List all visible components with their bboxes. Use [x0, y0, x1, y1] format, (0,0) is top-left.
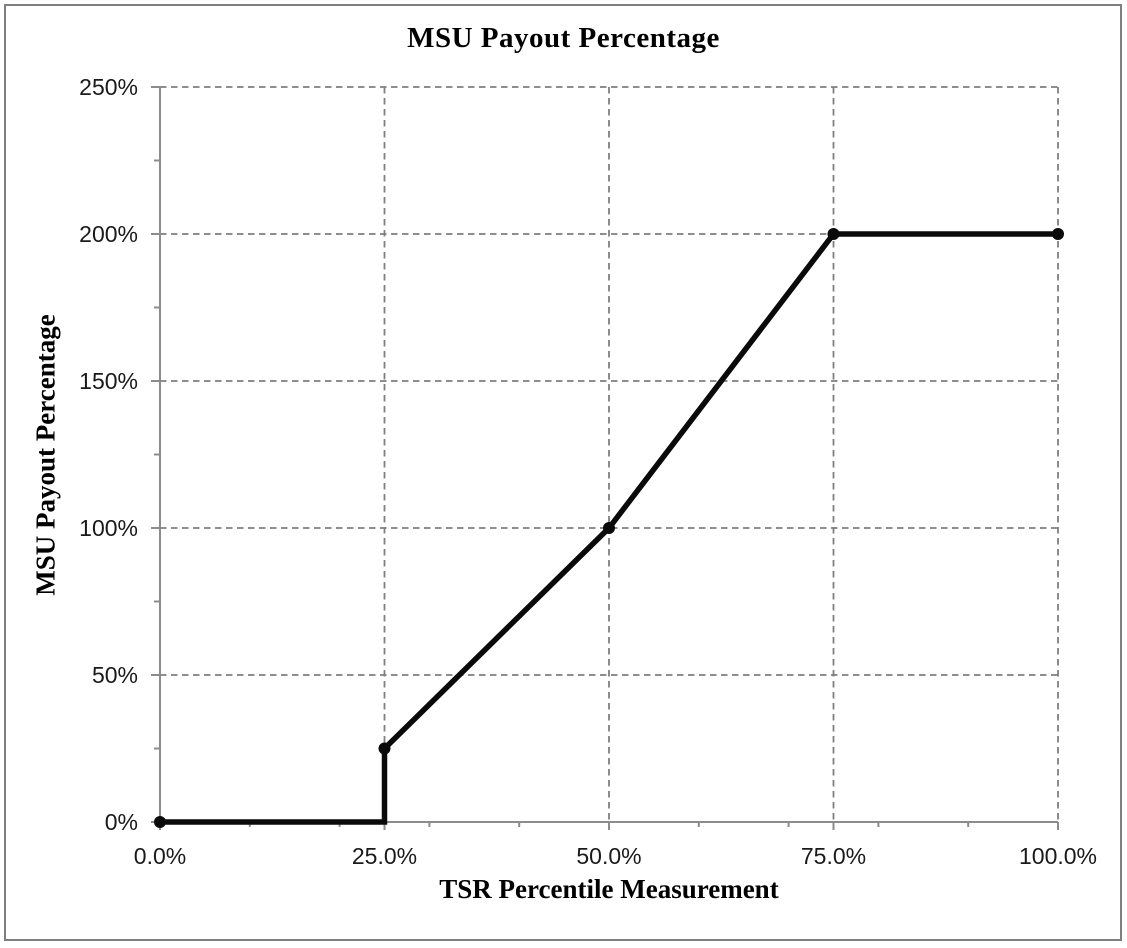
data-point-marker: [1052, 228, 1064, 240]
chart-title: MSU Payout Percentage: [407, 22, 720, 54]
gridlines: [160, 86, 1059, 822]
data-point-marker: [827, 228, 840, 240]
y-tick-label: 0%: [105, 809, 138, 835]
data-point-marker: [378, 742, 391, 755]
y-tick-label: 200%: [79, 221, 138, 247]
x-tick-label: 100.0%: [1019, 843, 1097, 869]
x-tick-label: 25.0%: [352, 843, 417, 869]
tick-labels: 0.0% 25.0% 50.0% 75.0% 100.0% 0% 50% 100% 150% 20…: [79, 74, 1097, 869]
y-tick-label: 250%: [79, 74, 138, 100]
y-tick-label: 150%: [79, 368, 138, 394]
series-line: [160, 231, 1058, 825]
y-tick-label: 100%: [79, 515, 138, 541]
series-msu-payout-percentage: [154, 228, 1064, 828]
x-tick-label: 0.0%: [134, 843, 186, 869]
tick-marks: [151, 86, 1059, 830]
data-point-marker: [603, 522, 615, 534]
data-point-marker: [154, 816, 166, 828]
x-tick-label: 75.0%: [801, 843, 866, 869]
y-tick-label: 50%: [92, 662, 138, 688]
x-axis-title: TSR Percentile Measurement: [439, 874, 779, 904]
x-tick-label: 50.0%: [576, 843, 641, 869]
